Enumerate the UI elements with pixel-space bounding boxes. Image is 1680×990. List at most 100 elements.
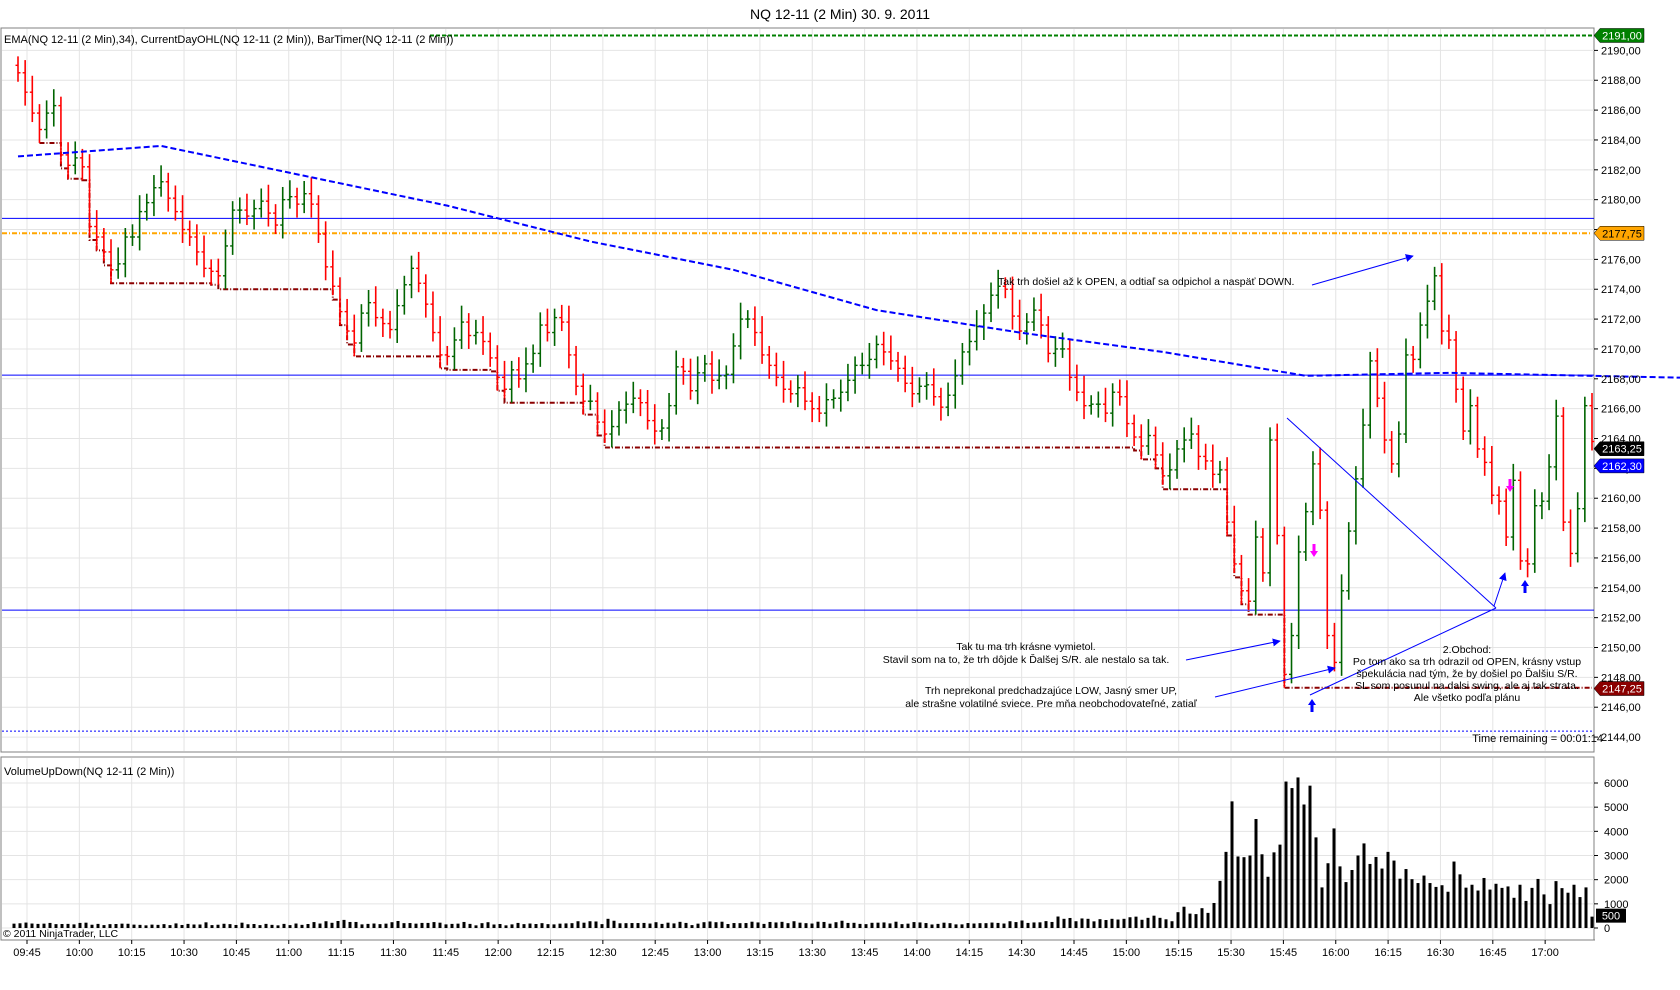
volume-bar bbox=[774, 922, 778, 928]
x-tick-label: 10:45 bbox=[223, 947, 251, 959]
volume-bar bbox=[114, 924, 118, 928]
volume-bar bbox=[1572, 884, 1576, 928]
volume-bar bbox=[252, 924, 256, 928]
x-tick-label: 11:00 bbox=[275, 947, 302, 959]
volume-bar bbox=[846, 922, 850, 928]
price-tag-ema-label: 2162,30 bbox=[1602, 461, 1642, 473]
price-tags: 2191,00 2177,75 2163,25 2162,30 2147,25 bbox=[1593, 28, 1645, 696]
volume-bar bbox=[1170, 921, 1174, 928]
volume-bar bbox=[570, 923, 574, 928]
volume-bar bbox=[138, 924, 142, 928]
bar-timer-text: Time remaining = 00:01:14 bbox=[1472, 733, 1603, 745]
volume-bar bbox=[1536, 878, 1540, 928]
volume-bar bbox=[1302, 804, 1306, 928]
volume-bar bbox=[516, 922, 520, 928]
volume-bar bbox=[612, 920, 616, 928]
volume-bar bbox=[1506, 886, 1510, 928]
volume-bar bbox=[984, 923, 988, 928]
volume-bar bbox=[1452, 861, 1456, 928]
volume-bar bbox=[1308, 785, 1312, 928]
x-tick-label: 16:30 bbox=[1427, 947, 1455, 959]
volume-bar bbox=[804, 923, 808, 928]
volume-bar bbox=[1224, 851, 1228, 928]
volume-bar bbox=[600, 924, 604, 928]
annotation-arrow bbox=[1493, 572, 1507, 607]
volume-bar bbox=[12, 923, 16, 928]
volume-bar bbox=[918, 922, 922, 928]
annotation-arrow bbox=[1185, 638, 1281, 661]
volume-bar bbox=[1326, 863, 1330, 928]
x-tick-label: 16:00 bbox=[1322, 947, 1350, 959]
volume-bar bbox=[990, 922, 994, 928]
volume-bar bbox=[966, 923, 970, 928]
x-tick-label: 11:30 bbox=[380, 947, 407, 959]
volume-bar bbox=[360, 924, 364, 928]
volume-bar bbox=[1500, 887, 1504, 928]
volume-bar bbox=[1548, 904, 1552, 928]
volume-bar bbox=[546, 924, 550, 928]
volume-bar bbox=[1314, 837, 1318, 928]
price-levels bbox=[2, 34, 1594, 732]
volume-bar bbox=[492, 924, 496, 928]
entry-up-arrow bbox=[1521, 580, 1529, 593]
volume-bar bbox=[144, 925, 148, 928]
volume-bar bbox=[1518, 884, 1522, 928]
x-tick-label: 10:00 bbox=[66, 947, 94, 959]
volume-bar bbox=[1272, 852, 1276, 928]
volume-bar bbox=[1014, 922, 1018, 928]
volume-bar bbox=[372, 923, 376, 928]
volume-bar bbox=[780, 921, 784, 928]
volume-bar bbox=[1080, 918, 1084, 928]
volume-bar bbox=[504, 925, 508, 928]
volume-last-tag-label: 500 bbox=[1602, 911, 1620, 923]
annotation-2: Tak tu ma trh krásne vymietol. bbox=[956, 641, 1095, 653]
volume-bar bbox=[978, 923, 982, 928]
volume-bar bbox=[222, 923, 226, 928]
volume-bar bbox=[1266, 876, 1270, 928]
volume-bar bbox=[654, 922, 658, 928]
volume-bar bbox=[1098, 919, 1102, 928]
price-tag-last bbox=[1593, 441, 1645, 456]
volume-bar bbox=[294, 923, 298, 928]
volume-bar bbox=[1128, 917, 1132, 928]
volume-bar bbox=[474, 925, 478, 928]
volume-bar bbox=[870, 922, 874, 928]
volume-bar bbox=[1242, 857, 1246, 928]
volume-bar bbox=[1008, 921, 1012, 928]
volume-bar bbox=[942, 922, 946, 928]
volume-bar bbox=[1350, 870, 1354, 928]
volume-bar bbox=[1038, 922, 1042, 928]
copyright-text: © 2011 NinjaTrader, LLC bbox=[3, 928, 119, 940]
volume-bar bbox=[408, 923, 412, 928]
volume-bar bbox=[402, 923, 406, 928]
x-tick-label: 13:45 bbox=[851, 947, 879, 959]
volume-bar bbox=[642, 922, 646, 928]
price-tag-ema bbox=[1593, 458, 1645, 474]
volume-bar bbox=[900, 924, 904, 928]
volume-y-tick-label: 0 bbox=[1604, 923, 1610, 935]
price-y-tick-label: 2166,00 bbox=[1601, 404, 1641, 416]
volume-bar bbox=[840, 920, 844, 928]
x-tick-label: 15:15 bbox=[1165, 947, 1193, 959]
volume-bar bbox=[96, 923, 100, 928]
annotation-8: špekulácia nad tým, že by došiel po Ďalš… bbox=[1356, 667, 1577, 680]
volume-bar bbox=[1092, 921, 1096, 928]
volume-bar bbox=[786, 923, 790, 928]
volume-bar bbox=[996, 922, 1000, 928]
price-y-tick-label: 2176,00 bbox=[1601, 254, 1641, 266]
volume-bar bbox=[438, 922, 442, 928]
volume-bar bbox=[318, 923, 322, 928]
volume-bar bbox=[1260, 854, 1264, 928]
volume-bar bbox=[1020, 920, 1024, 928]
volume-bar bbox=[834, 922, 838, 928]
volume-bar bbox=[450, 923, 454, 928]
volume-panel: 0 1000 2000 3000 4000 5000 6000 500 VolumeUpDow… bbox=[0, 756, 1628, 941]
volume-y-tick-label: 4000 bbox=[1604, 826, 1628, 838]
volume-bar bbox=[1164, 919, 1168, 928]
price-y-tick-label: 2154,00 bbox=[1601, 583, 1641, 595]
volume-bar bbox=[930, 924, 934, 928]
x-tick-label: 10:30 bbox=[170, 947, 198, 959]
volume-bar bbox=[444, 924, 448, 928]
volume-bar bbox=[462, 921, 466, 928]
volume-bar bbox=[606, 918, 610, 928]
